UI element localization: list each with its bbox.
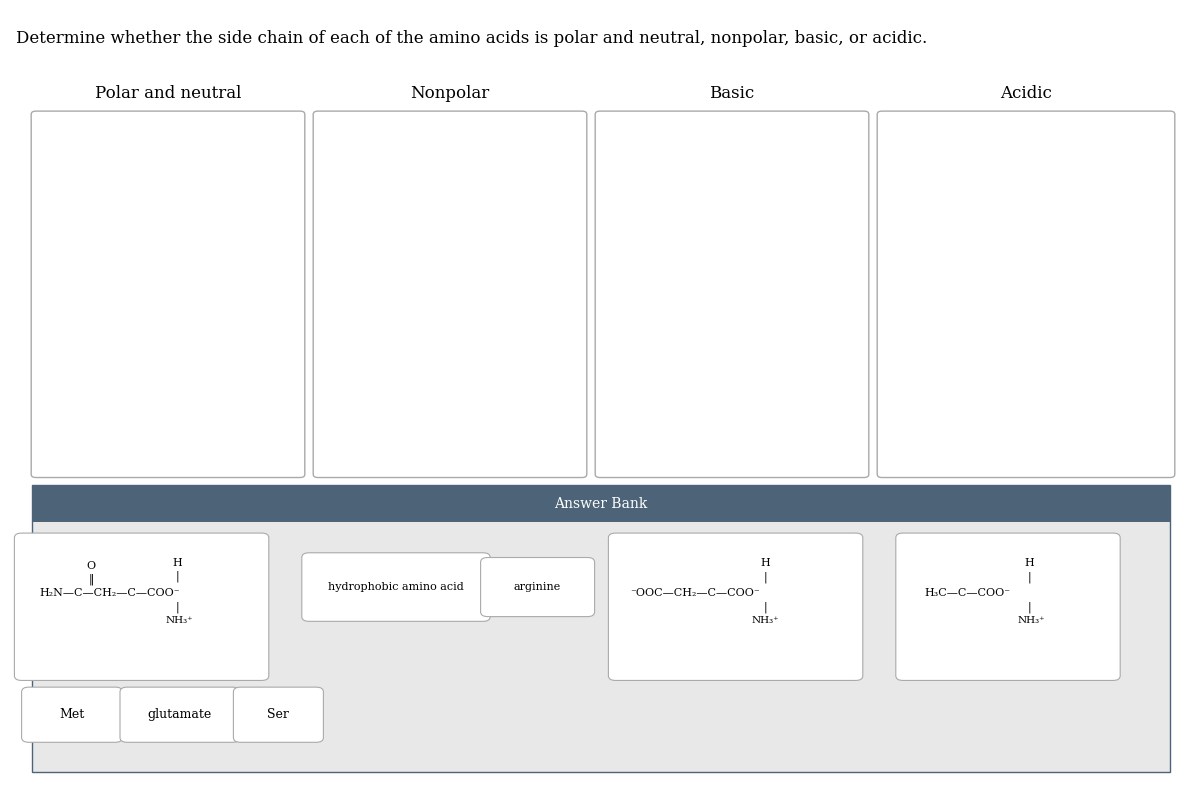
Text: NH₃⁺: NH₃⁺ bbox=[166, 616, 193, 626]
Text: H₃C—C—COO⁻: H₃C—C—COO⁻ bbox=[924, 588, 1010, 597]
FancyBboxPatch shape bbox=[595, 111, 869, 478]
Text: H: H bbox=[761, 559, 770, 568]
Text: |: | bbox=[1027, 601, 1032, 612]
Bar bbox=[32, 485, 1170, 772]
FancyBboxPatch shape bbox=[14, 533, 269, 680]
Text: Polar and neutral: Polar and neutral bbox=[95, 85, 241, 102]
Text: |: | bbox=[175, 601, 180, 612]
Text: NH₃⁺: NH₃⁺ bbox=[751, 616, 779, 626]
Text: Nonpolar: Nonpolar bbox=[410, 85, 490, 102]
FancyBboxPatch shape bbox=[895, 533, 1121, 680]
Text: O: O bbox=[86, 561, 96, 571]
Text: Met: Met bbox=[59, 708, 85, 721]
FancyBboxPatch shape bbox=[120, 687, 240, 742]
Text: Ser: Ser bbox=[268, 708, 289, 721]
Text: H: H bbox=[173, 559, 182, 568]
FancyBboxPatch shape bbox=[877, 111, 1175, 478]
Text: Acidic: Acidic bbox=[1000, 85, 1052, 102]
Text: |: | bbox=[763, 601, 768, 612]
Text: |: | bbox=[763, 571, 768, 582]
Text: Answer Bank: Answer Bank bbox=[554, 496, 648, 511]
FancyBboxPatch shape bbox=[480, 558, 595, 616]
Text: arginine: arginine bbox=[514, 582, 562, 592]
Text: |: | bbox=[1027, 571, 1032, 582]
FancyBboxPatch shape bbox=[608, 533, 863, 680]
Text: glutamate: glutamate bbox=[148, 708, 212, 721]
FancyBboxPatch shape bbox=[22, 687, 122, 742]
Text: H₂N—C—CH₂—C—COO⁻: H₂N—C—CH₂—C—COO⁻ bbox=[40, 588, 180, 597]
Text: ‖: ‖ bbox=[89, 574, 94, 585]
Text: H: H bbox=[1025, 559, 1034, 568]
Text: hydrophobic amino acid: hydrophobic amino acid bbox=[328, 582, 464, 592]
Text: ⁻OOC—CH₂—C—COO⁻: ⁻OOC—CH₂—C—COO⁻ bbox=[630, 588, 760, 597]
Text: NH₃⁺: NH₃⁺ bbox=[1018, 616, 1045, 626]
FancyBboxPatch shape bbox=[31, 111, 305, 478]
FancyBboxPatch shape bbox=[302, 553, 491, 621]
Text: Basic: Basic bbox=[709, 85, 755, 102]
Bar bbox=[32, 485, 1170, 522]
Text: Determine whether the side chain of each of the amino acids is polar and neutral: Determine whether the side chain of each… bbox=[16, 30, 926, 47]
FancyBboxPatch shape bbox=[313, 111, 587, 478]
FancyBboxPatch shape bbox=[233, 687, 324, 742]
Text: |: | bbox=[175, 571, 180, 582]
